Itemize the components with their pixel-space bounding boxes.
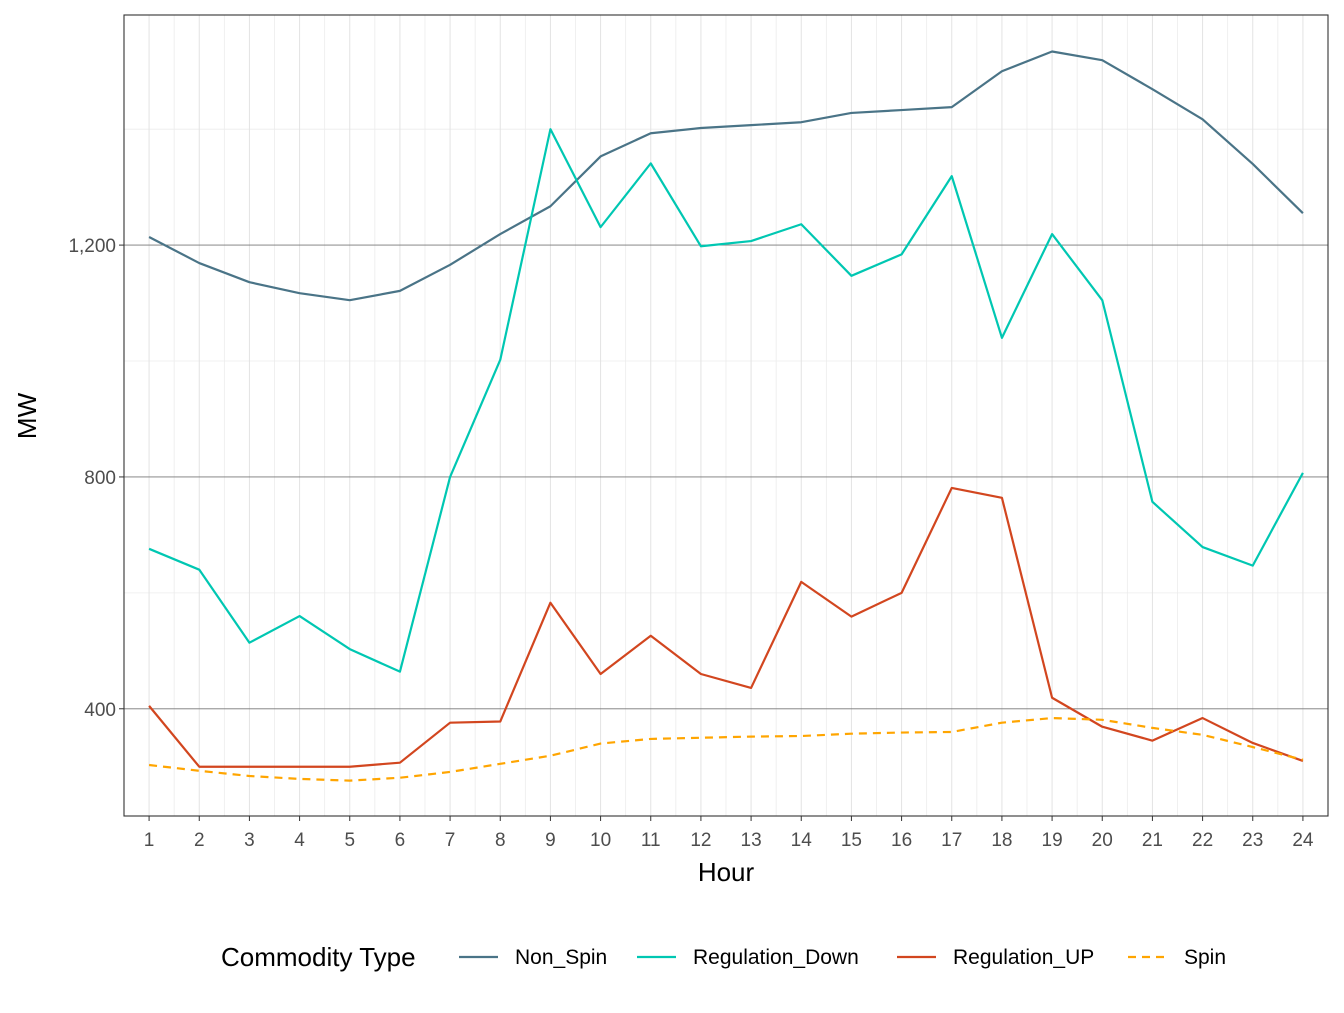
- series-line-regulation-up: [148, 486, 1304, 768]
- x-tick-label: 16: [891, 830, 912, 851]
- x-tick-label: 24: [1292, 830, 1314, 851]
- y-tick-label: 800: [84, 468, 116, 489]
- x-tick-label: 3: [244, 830, 255, 851]
- x-tick-label: 17: [941, 830, 962, 851]
- x-tick-label: 10: [590, 830, 611, 851]
- legend-title: Commodity Type: [221, 942, 416, 972]
- plot-border: [123, 14, 1329, 817]
- x-tick-label: 7: [445, 830, 456, 851]
- x-tick-label: 19: [1042, 830, 1063, 851]
- grid: [124, 15, 1328, 816]
- legend-label: Spin: [1184, 946, 1226, 969]
- legend-label: Regulation_UP: [953, 946, 1094, 969]
- x-tick-label: 2: [194, 830, 205, 851]
- y-tick-label: 1,200: [68, 236, 116, 257]
- x-tick-label: 23: [1242, 830, 1263, 851]
- legend: Commodity Type Non_Spin Regulation_Down Re…: [221, 942, 1226, 972]
- y-axis-label: MW: [12, 392, 42, 439]
- series-line-non-spin: [148, 50, 1304, 302]
- x-tick-label: 15: [841, 830, 862, 851]
- x-axis-label: Hour: [698, 857, 755, 887]
- y-axis: 400 800 1,200: [68, 236, 124, 721]
- x-tick-label: 12: [690, 830, 711, 851]
- x-tick-label: 14: [791, 830, 813, 851]
- x-axis: 1 2 3 4 5 6 7 8 9 10 11 12 13 14 15 16 17 18 19 20 21 22 23 24: [144, 816, 1314, 851]
- legend-label: Regulation_Down: [693, 946, 859, 969]
- x-tick-label: 9: [545, 830, 556, 851]
- x-tick-label: 13: [741, 830, 762, 851]
- x-tick-label: 8: [495, 830, 506, 851]
- y-tick-label: 400: [84, 700, 116, 721]
- x-tick-label: 18: [991, 830, 1012, 851]
- x-tick-label: 22: [1192, 830, 1213, 851]
- series-lines: [148, 50, 1304, 782]
- x-tick-label: 21: [1142, 830, 1163, 851]
- x-tick-label: 20: [1092, 830, 1113, 851]
- series-line-regulation-down: [148, 128, 1304, 673]
- series-line-spin: [148, 716, 1304, 782]
- x-tick-label: 4: [294, 830, 305, 851]
- x-tick-label: 1: [144, 830, 155, 851]
- x-tick-label: 5: [344, 830, 355, 851]
- x-tick-label: 6: [395, 830, 406, 851]
- x-tick-label: 11: [641, 830, 661, 851]
- legend-label: Non_Spin: [515, 946, 607, 969]
